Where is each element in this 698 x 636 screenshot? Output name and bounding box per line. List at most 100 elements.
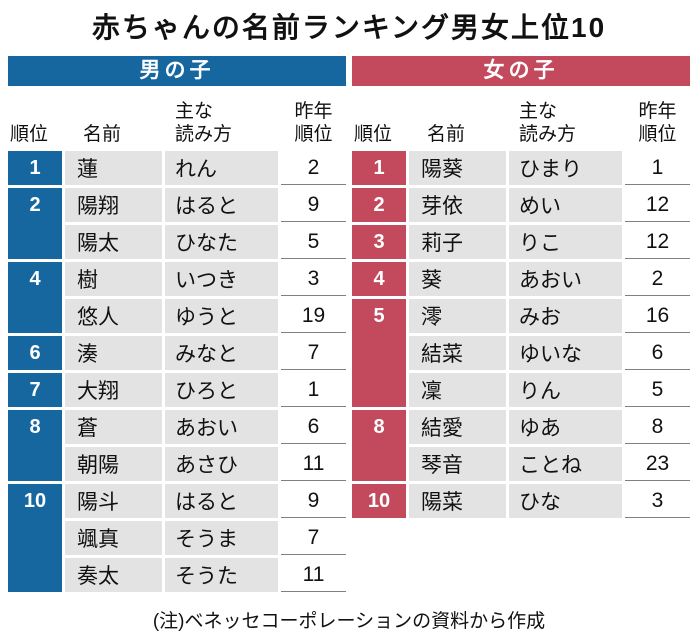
reading-cell: りん [509, 373, 622, 407]
name-cell: 朝陽 [65, 447, 162, 481]
reading-cell: ひなた [165, 225, 278, 259]
rank-column-header: 順位 [8, 123, 62, 146]
rank-cell: 3 [352, 225, 406, 259]
lastyear-cell: 8 [625, 410, 690, 444]
lastyear-cell: 11 [281, 558, 346, 592]
name-column-header: 名前 [65, 123, 162, 146]
reading-cell: ゆいな [509, 336, 622, 370]
name-cell: 湊 [65, 336, 162, 370]
lastyear-cell: 11 [281, 447, 346, 481]
lastyear-cell: 2 [281, 151, 346, 185]
reading-cell: りこ [509, 225, 622, 259]
rank-cell: 5 [352, 299, 406, 407]
page-title: 赤ちゃんの名前ランキング男女上位10 [91, 12, 607, 43]
reading-cell: ひろと [165, 373, 278, 407]
reading-column-label-line1: 主な [519, 101, 558, 122]
rank-cell: 4 [8, 262, 62, 333]
lastyear-cell: 16 [625, 299, 690, 333]
reading-column-label-line1: 主な [175, 101, 214, 122]
lastyear-cell: 12 [625, 225, 690, 259]
lastyear-column-label-line2: 順位 [638, 124, 677, 145]
name-cell: 芽依 [409, 188, 506, 222]
reading-cell: みお [509, 299, 622, 333]
name-cell: 莉子 [409, 225, 506, 259]
rank-cell: 8 [352, 410, 406, 481]
name-cell: 結愛 [409, 410, 506, 444]
girls-table-header: 女の子 [352, 56, 690, 86]
reading-cell: あさひ [165, 447, 278, 481]
name-cell: 澪 [409, 299, 506, 333]
rank-cell: 1 [8, 151, 62, 185]
name-cell: 大翔 [65, 373, 162, 407]
reading-cell: そうた [165, 558, 278, 592]
lastyear-column-header: 昨年 順位 [281, 100, 346, 146]
rank-cell: 10 [352, 484, 406, 518]
lastyear-cell: 3 [281, 262, 346, 296]
rank-cell: 8 [8, 410, 62, 481]
reading-column-header: 主な 読み方 [165, 100, 278, 146]
lastyear-cell: 1 [625, 151, 690, 185]
reading-cell: はると [165, 188, 278, 222]
lastyear-cell: 9 [281, 484, 346, 518]
reading-cell: ひな [509, 484, 622, 518]
boys-table-header: 男の子 [8, 56, 346, 86]
lastyear-column-label-line1: 昨年 [638, 101, 677, 122]
lastyear-cell: 6 [625, 336, 690, 370]
lastyear-cell: 23 [625, 447, 690, 481]
rank-cell: 7 [8, 373, 62, 407]
source-note: (注)ベネッセコーポレーションの資料から作成 [152, 611, 546, 632]
lastyear-cell: 12 [625, 188, 690, 222]
boys-column-headers: 順位 名前 主な 読み方 昨年 順位 [8, 86, 346, 151]
reading-cell: ことね [509, 447, 622, 481]
tables-container: 男の子 順位 名前 主な 読み方 昨年 順位 1 蓮れん 2 2 陽翔 はると 9 陽太 ひなた… [0, 56, 698, 592]
reading-cell: あおい [509, 262, 622, 296]
lastyear-cell: 3 [625, 484, 690, 518]
lastyear-cell: 5 [625, 373, 690, 407]
boys-ranking-grid: 1 蓮れん 2 2 陽翔 はると 9 陽太 ひなた 5 4 樹いつき 3 悠人 ゆうと 19 6 湊みなと 7 7 大翔… [8, 151, 346, 592]
name-cell: 颯真 [65, 521, 162, 555]
reading-cell: めい [509, 188, 622, 222]
name-cell: 蓮 [65, 151, 162, 185]
reading-cell: そうま [165, 521, 278, 555]
lastyear-cell: 2 [625, 262, 690, 296]
reading-cell: みなと [165, 336, 278, 370]
reading-cell: ひまり [509, 151, 622, 185]
lastyear-cell: 19 [281, 299, 346, 333]
lastyear-cell: 6 [281, 410, 346, 444]
name-cell: 陽翔 [65, 188, 162, 222]
name-column-label: 名前 [83, 124, 122, 145]
name-cell: 陽太 [65, 225, 162, 259]
rank-cell: 1 [352, 151, 406, 185]
lastyear-column-header: 昨年 順位 [625, 100, 690, 146]
rank-cell: 2 [8, 188, 62, 259]
name-cell: 凜 [409, 373, 506, 407]
lastyear-cell: 5 [281, 225, 346, 259]
name-column-header: 名前 [409, 123, 506, 146]
reading-cell: はると [165, 484, 278, 518]
lastyear-cell: 1 [281, 373, 346, 407]
name-cell: 陽斗 [65, 484, 162, 518]
rank-cell: 4 [352, 262, 406, 296]
reading-column-label-line2: 読み方 [519, 124, 577, 145]
girls-table: 女の子 順位 名前 主な 読み方 昨年 順位 1 陽葵 ひまり 1 2 芽依 めい 12 3 莉子… [352, 56, 690, 518]
name-cell: 悠人 [65, 299, 162, 333]
lastyear-cell: 7 [281, 336, 346, 370]
reading-column-label-line2: 読み方 [175, 124, 233, 145]
rank-cell: 10 [8, 484, 62, 592]
girls-ranking-grid: 1 陽葵 ひまり 1 2 芽依 めい 12 3 莉子 りこ 12 4 葵あおい 2 5 澪みお 16 結菜 ゆいな 6 凜… [352, 151, 690, 518]
reading-cell: ゆあ [509, 410, 622, 444]
boys-table: 男の子 順位 名前 主な 読み方 昨年 順位 1 蓮れん 2 2 陽翔 はると 9 陽太 ひなた… [8, 56, 346, 592]
reading-cell: あおい [165, 410, 278, 444]
rank-cell: 6 [8, 336, 62, 370]
lastyear-cell: 9 [281, 188, 346, 222]
name-cell: 琴音 [409, 447, 506, 481]
name-cell: 蒼 [65, 410, 162, 444]
name-cell: 陽葵 [409, 151, 506, 185]
girls-column-headers: 順位 名前 主な 読み方 昨年 順位 [352, 86, 690, 151]
name-cell: 陽菜 [409, 484, 506, 518]
rank-column-header: 順位 [352, 123, 406, 146]
rank-column-label: 順位 [354, 124, 393, 145]
rank-cell: 2 [352, 188, 406, 222]
name-cell: 樹 [65, 262, 162, 296]
